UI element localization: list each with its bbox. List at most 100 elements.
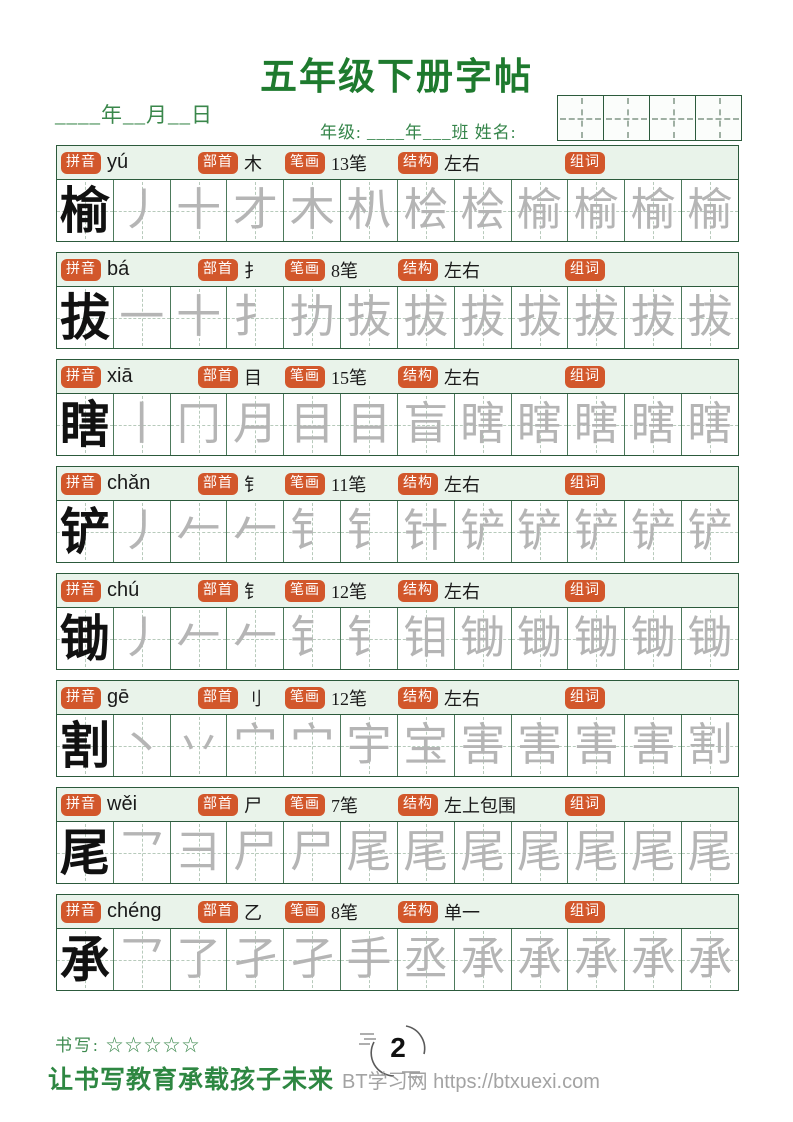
- trace-character-cell: 尾: [511, 822, 569, 883]
- trace-character-cell: 瞎: [568, 394, 626, 455]
- strokes-value: 8笔: [331, 902, 358, 923]
- pinyin-badge: 拼音: [61, 365, 101, 388]
- trace-character-cell: 一: [113, 287, 171, 348]
- trace-character-cell: 𠂉: [170, 501, 228, 562]
- structure-value: 左上包围: [444, 795, 516, 816]
- model-character: 锄: [59, 610, 110, 667]
- words-badge: 组词: [565, 686, 605, 709]
- radical-value: 乙: [244, 902, 262, 923]
- trace-character: 拔: [687, 292, 733, 342]
- trace-character: 扌: [232, 292, 278, 342]
- trace-character: 割: [687, 720, 733, 770]
- trace-character-cell: 冂: [170, 394, 228, 455]
- trace-character: 瞎: [460, 399, 506, 449]
- trace-character: 宀: [232, 720, 278, 770]
- trace-character-cell: 钅: [284, 608, 342, 669]
- character-info-header: 拼音 bá 部首 扌 笔画 8笔 结构 左右 组词: [57, 253, 738, 287]
- trace-character-cell: 孑: [284, 929, 342, 990]
- trace-character: 孑: [232, 934, 278, 984]
- pinyin-badge: 拼音: [61, 151, 101, 174]
- structure-badge: 结构: [398, 900, 438, 923]
- trace-character: 𠂉: [176, 506, 222, 556]
- trace-character-cell: 榆: [625, 180, 683, 241]
- trace-character-cell: 尾: [568, 822, 626, 883]
- page-number: 2: [390, 1032, 406, 1063]
- name-grid-cell: [649, 96, 695, 140]
- footer-line: 让书写教育承载孩子未来 BT学习网 https://btxuexi.com: [48, 1060, 600, 1096]
- trace-character-cell: 锄: [625, 608, 683, 669]
- radical-badge: 部首: [198, 579, 238, 602]
- trace-character: 手: [346, 934, 392, 984]
- trace-character: 害: [460, 720, 506, 770]
- trace-character-cell: 乛: [113, 929, 171, 990]
- model-character-cell: 铲: [57, 501, 114, 562]
- trace-character: 丷: [176, 720, 222, 770]
- structure-badge: 结构: [398, 472, 438, 495]
- strokes-value: 12笔: [331, 581, 367, 602]
- radical-badge: 部首: [198, 472, 238, 495]
- trace-character: 拔: [403, 292, 449, 342]
- radical-value: 木: [244, 153, 262, 174]
- trace-character-cell: 钅: [341, 501, 398, 562]
- structure-value: 左右: [444, 474, 480, 495]
- character-block: 拼音 xiā 部首 目 笔画 15笔 结构 左右 组词 瞎 丨冂月目目盲瞎: [56, 359, 739, 456]
- name-grid-cell: [695, 96, 741, 140]
- structure-value: 左右: [444, 367, 480, 388]
- structure-badge: 结构: [398, 793, 438, 816]
- strokes-value: 8笔: [331, 260, 358, 281]
- pinyin-badge: 拼音: [61, 472, 101, 495]
- character-practice-row: 承 乛了孑孑手丞承承承承承: [57, 929, 738, 990]
- trace-character: 钅: [289, 613, 335, 663]
- trace-character-cell: 十: [170, 180, 228, 241]
- name-grid-cell: [603, 96, 649, 140]
- model-character: 割: [59, 717, 110, 774]
- model-character-cell: 承: [57, 929, 114, 990]
- character-info-header: 拼音 wěi 部首 尸 笔画 7笔 结构 左上包围 组词: [57, 788, 738, 822]
- trace-character-cell: 桧: [454, 180, 512, 241]
- trace-character-cell: 尾: [341, 822, 398, 883]
- trace-character-cell: 目: [284, 394, 342, 455]
- words-badge: 组词: [565, 365, 605, 388]
- trace-character: 瞎: [517, 399, 563, 449]
- trace-character: 承: [517, 934, 563, 984]
- pinyin-value: xiā: [107, 365, 133, 387]
- trace-character-cell: 宇: [341, 715, 398, 776]
- trace-character: 月: [232, 399, 278, 449]
- trace-character: 目: [289, 399, 335, 449]
- name-practice-grid: [557, 95, 742, 141]
- trace-character: 锄: [630, 613, 676, 663]
- words-badge: 组词: [565, 793, 605, 816]
- trace-character-cell: 铲: [682, 501, 738, 562]
- strokes-value: 15笔: [331, 367, 367, 388]
- radical-value: 目: [244, 367, 262, 388]
- pinyin-badge: 拼音: [61, 258, 101, 281]
- trace-character: 铲: [460, 506, 506, 556]
- trace-character-cell: 丶: [113, 715, 171, 776]
- trace-character-cell: 瞎: [511, 394, 569, 455]
- words-badge: 组词: [565, 900, 605, 923]
- trace-character-cell: 尸: [284, 822, 342, 883]
- character-info-header: 拼音 xiā 部首 目 笔画 15笔 结构 左右 组词: [57, 360, 738, 394]
- trace-character-cell: 割: [682, 715, 738, 776]
- pinyin-value: wěi: [107, 793, 138, 815]
- trace-character: 尸: [232, 827, 278, 877]
- character-practice-row: 拔 一十扌扐抜拔拔拔拔拔拔: [57, 287, 738, 348]
- trace-character-cell: 瞎: [454, 394, 512, 455]
- trace-character: 彐: [176, 827, 222, 877]
- strokes-badge: 笔画: [285, 472, 325, 495]
- trace-character-cell: 丞: [397, 929, 455, 990]
- strokes-badge: 笔画: [285, 793, 325, 816]
- character-info-header: 拼音 chéng 部首 乙 笔画 8笔 结构 单一 组词: [57, 895, 738, 929]
- trace-character: 扐: [289, 292, 335, 342]
- trace-character: 尾: [403, 827, 449, 877]
- trace-character: 𠂉: [232, 613, 278, 663]
- trace-character: 尾: [346, 827, 392, 877]
- model-character-cell: 拔: [57, 287, 114, 348]
- trace-character-cell: 钅: [284, 501, 342, 562]
- trace-character: 榆: [630, 185, 676, 235]
- trace-character-cell: 𠂉: [170, 608, 228, 669]
- model-character-cell: 瞎: [57, 394, 114, 455]
- trace-character-cell: 彐: [170, 822, 228, 883]
- pinyin-badge: 拼音: [61, 579, 101, 602]
- strokes-badge: 笔画: [285, 258, 325, 281]
